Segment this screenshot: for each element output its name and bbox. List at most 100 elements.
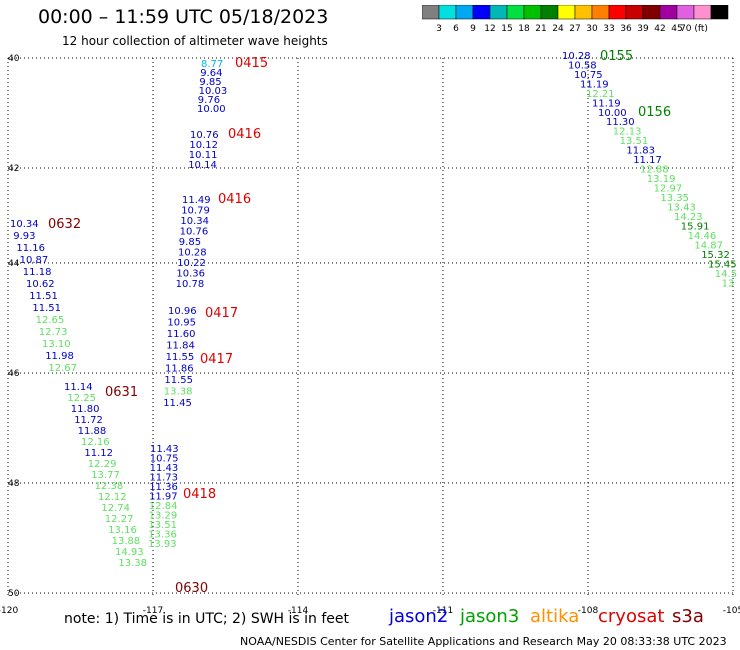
credit-line: NOAA/NESDIS Center for Satellite Applica…: [240, 635, 727, 648]
wave-height-value: 11.14: [64, 382, 93, 393]
wave-height-value: 12.73: [39, 327, 68, 338]
wave-height-value: 11.36: [149, 482, 178, 493]
wave-height-value: 9.76: [198, 95, 220, 106]
wave-height-value: 10.75: [574, 70, 603, 81]
longitude-label: -117: [143, 606, 163, 616]
wave-height-value: 13.29: [149, 511, 178, 522]
wave-height-value: 10.34: [10, 219, 39, 230]
wave-height-value: 15.91: [681, 222, 710, 233]
wave-height-value: 12.25: [67, 393, 96, 404]
wave-height-value: 12.65: [36, 315, 65, 326]
color-scale-label: 12: [484, 24, 495, 34]
wave-height-value: 10.14: [188, 160, 217, 171]
color-scale-label: 18: [518, 24, 530, 34]
wave-height-value: 13.93: [148, 539, 177, 550]
wave-height-value: 11.12: [84, 448, 113, 459]
wave-height-value: 11.83: [626, 146, 655, 157]
wave-height-value: 11.55: [164, 375, 193, 386]
color-scale-label: 9: [470, 24, 476, 34]
satellite-legend-s3a: s3a: [672, 606, 704, 627]
wave-height-value: 14.93: [115, 547, 144, 558]
wave-height-value: 10.95: [167, 318, 196, 329]
color-scale-label: 21: [535, 24, 546, 34]
wave-height-value: 11.43: [150, 444, 179, 455]
wave-height-value: 12.88: [640, 165, 669, 176]
satellite-legend-cryosat: cryosat: [598, 606, 665, 627]
page-subtitle: 12 hour collection of altimeter wave hei…: [62, 34, 328, 48]
wave-height-value: 11.86: [165, 364, 194, 375]
pass-id-label: 0418: [183, 487, 216, 502]
color-scale-label: 70 (ft): [680, 24, 708, 34]
latitude-label: 40: [8, 54, 20, 64]
color-scale-label: 27: [569, 24, 580, 34]
wave-height-value: 11.80: [71, 404, 100, 415]
color-scale-label: 33: [603, 24, 614, 34]
wave-height-value: 9.85: [179, 237, 201, 248]
wave-height-value: 10.87: [20, 255, 49, 266]
latitude-label: 44: [8, 259, 20, 269]
wave-height-value: 13.77: [91, 470, 120, 481]
wave-height-value: 13.10: [42, 339, 71, 350]
longitude-label: -120: [0, 606, 18, 616]
wave-height-value: 12.74: [101, 503, 130, 514]
wave-height-value: 9.85: [199, 77, 221, 88]
wave-height-value: 12.97: [654, 184, 683, 195]
wave-height-value: 12.38: [95, 481, 124, 492]
pass-id-label: 0156: [638, 105, 671, 120]
wave-height-value: 11.55: [166, 352, 195, 363]
wave-height-value: 10.76: [190, 130, 219, 141]
wave-height-value: 13.38: [118, 558, 147, 569]
longitude-label: -111: [433, 606, 453, 616]
color-scale-label: 24: [552, 24, 564, 34]
wave-height-value: 11.51: [32, 303, 61, 314]
wave-height-value: 10.75: [150, 454, 179, 465]
pass-id-label: 0416: [218, 192, 251, 207]
wave-height-value: 10.79: [181, 206, 210, 217]
wave-height-value: 11.97: [149, 492, 178, 503]
wave-height-value: 12.67: [48, 363, 77, 374]
wave-height-value: 14.5: [715, 269, 737, 280]
wave-height-value: 10.34: [180, 216, 209, 227]
wave-height-value: 10.62: [26, 279, 55, 290]
wave-height-value: 10.96: [168, 306, 197, 317]
wave-height-value: 11.18: [23, 267, 52, 278]
wave-height-value: 11.30: [606, 117, 635, 128]
wave-height-value: 10.28: [562, 51, 591, 62]
color-scale-label: 39: [637, 24, 649, 34]
wave-height-value: 13.88: [112, 536, 141, 547]
wave-height-value: 10.58: [568, 61, 597, 72]
wave-height-value: 9.64: [200, 68, 222, 79]
color-scale-label: 30: [586, 24, 598, 34]
color-scale-label: 15: [501, 24, 512, 34]
wave-height-value: 12.16: [81, 437, 110, 448]
wave-height-value: 13.16: [108, 525, 137, 536]
wave-height-value: 10.76: [180, 227, 209, 238]
wave-height-value: 13.51: [620, 136, 649, 147]
wave-height-value: 13.35: [660, 193, 689, 204]
wave-height-value: 11.17: [633, 155, 662, 166]
wave-height-value: 13.19: [647, 174, 676, 185]
wave-height-value: 13.38: [164, 387, 193, 398]
wave-height-value: 8.77: [201, 59, 223, 70]
wave-height-value: 11.45: [163, 398, 192, 409]
wave-height-value: 11.72: [74, 415, 103, 426]
wave-height-value: 11.49: [182, 195, 211, 206]
color-scale-label: 45: [671, 24, 682, 34]
latitude-label: 46: [8, 369, 20, 379]
color-scale-label: 6: [453, 24, 459, 34]
wave-height-value: 11.88: [78, 426, 107, 437]
wave-height-value: 14.46: [688, 231, 717, 242]
pass-id-label: 0632: [48, 217, 81, 232]
wave-height-value: 12.12: [98, 492, 127, 503]
latitude-label: 48: [8, 479, 20, 489]
wave-height-value: 10.03: [199, 86, 228, 97]
wave-height-value: 15.32: [701, 250, 730, 261]
wave-height-value: 13.51: [148, 520, 177, 531]
color-scale-label: 3: [436, 24, 442, 34]
wave-height-value: 12.27: [105, 514, 134, 525]
wave-height-value: 12.21: [586, 89, 615, 100]
pass-id-label: 0415: [235, 56, 268, 71]
wave-height-value: 11.19: [592, 99, 621, 110]
wave-height-value: 11.16: [16, 243, 45, 254]
